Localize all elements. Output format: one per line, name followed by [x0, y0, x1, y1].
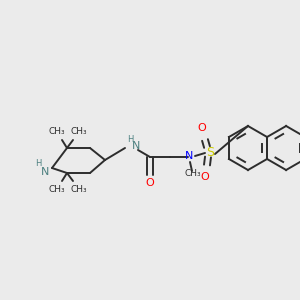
Text: O: O: [201, 172, 209, 182]
Text: H: H: [127, 134, 134, 143]
Text: CH₃: CH₃: [71, 128, 87, 136]
Text: N: N: [132, 141, 140, 151]
Text: CH₃: CH₃: [49, 128, 65, 136]
Text: S: S: [206, 146, 214, 158]
Text: CH₃: CH₃: [71, 184, 87, 194]
Text: H: H: [35, 160, 41, 169]
Text: N: N: [41, 167, 49, 177]
Text: N: N: [185, 151, 193, 161]
Text: CH₃: CH₃: [49, 184, 65, 194]
Text: CH₃: CH₃: [185, 169, 201, 178]
Text: O: O: [198, 123, 206, 133]
Text: O: O: [146, 178, 154, 188]
